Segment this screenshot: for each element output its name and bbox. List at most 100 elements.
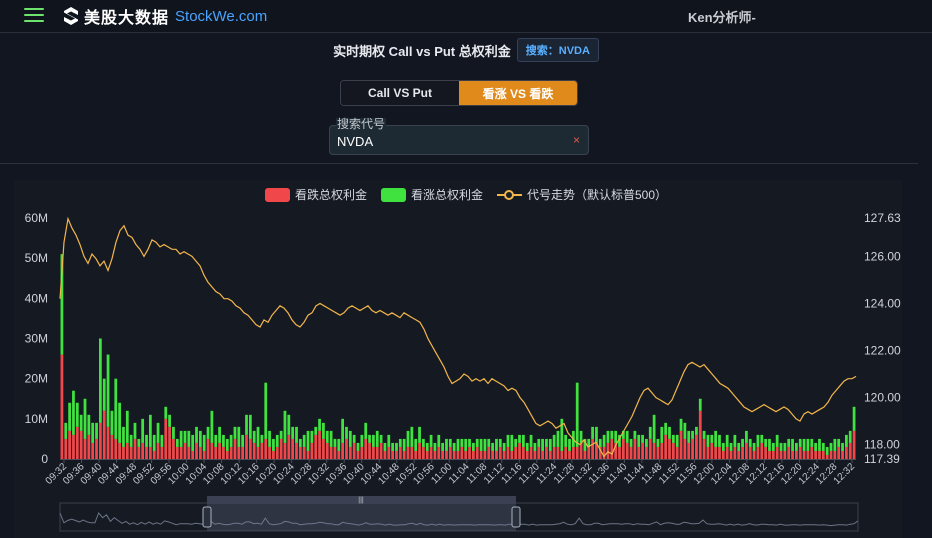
put-bar <box>810 446 814 459</box>
right-y-tick: 126.00 <box>864 249 901 263</box>
put-bar <box>598 446 602 459</box>
call-bar <box>506 434 510 447</box>
call-bar <box>72 390 75 435</box>
put-bar <box>118 442 121 459</box>
call-bar <box>518 434 521 443</box>
legend-price[interactable]: 代号走势（默认标普500） <box>497 186 667 203</box>
call-bar <box>768 438 771 451</box>
zoom-handle[interactable] <box>202 506 212 528</box>
put-bar <box>202 450 206 459</box>
put-bar <box>733 446 737 459</box>
put-bar <box>364 438 368 459</box>
call-bar <box>137 438 141 447</box>
call-bar <box>348 430 352 447</box>
logo[interactable]: 美股大数据 StockWe.com <box>62 5 267 27</box>
toggle-bullish-vs-bearish[interactable]: 看涨 VS 看跌 <box>459 81 577 105</box>
put-bar <box>114 438 118 459</box>
put-bar <box>587 446 591 459</box>
put-bar <box>841 450 844 459</box>
call-bar <box>218 426 221 443</box>
put-bar <box>248 438 252 459</box>
call-bar <box>433 442 437 451</box>
put-bar <box>441 450 445 459</box>
call-bar <box>702 430 706 439</box>
zoom-handle[interactable] <box>511 506 521 528</box>
put-bar <box>464 450 468 459</box>
left-y-tick: 30M <box>25 332 48 346</box>
call-bar <box>279 430 283 439</box>
symbol-search-input[interactable] <box>337 133 557 149</box>
clear-icon[interactable]: × <box>572 133 580 147</box>
put-bar <box>556 446 560 459</box>
menu-icon[interactable] <box>24 8 44 22</box>
call-bar <box>287 414 291 435</box>
put-bar <box>745 442 748 459</box>
put-bar <box>275 446 279 459</box>
call-bar <box>364 422 368 439</box>
legend-call[interactable]: 看涨总权利金 <box>380 186 483 203</box>
put-bar <box>695 434 698 459</box>
put-bar <box>768 450 771 459</box>
put-bar <box>356 450 360 459</box>
left-y-axis: 60M 50M 40M 30M 20M 10M 0 <box>25 211 49 466</box>
put-bar <box>518 442 521 459</box>
call-bar <box>660 426 664 443</box>
put-bar <box>568 450 571 459</box>
call-bar <box>602 434 606 447</box>
call-bar <box>675 434 679 447</box>
search-badge: 搜索：NVDA <box>516 38 599 62</box>
call-bar <box>748 438 752 447</box>
call-bar <box>483 438 487 451</box>
call-bar <box>410 426 414 447</box>
legend-put[interactable]: 看跌总权利金 <box>264 186 367 203</box>
call-bar <box>760 434 764 443</box>
call-bar <box>729 442 733 451</box>
put-bar <box>579 442 583 459</box>
call-bar <box>614 430 618 443</box>
call-bar <box>191 434 195 451</box>
call-bar <box>714 430 718 447</box>
put-bar <box>471 450 475 459</box>
call-bar <box>529 434 533 447</box>
put-bar <box>198 446 202 459</box>
put-bar <box>625 442 629 459</box>
put-bar <box>764 446 768 459</box>
put-bar <box>133 438 137 459</box>
put-bar <box>702 438 706 459</box>
call-bar <box>564 434 568 447</box>
put-bar <box>422 446 425 459</box>
toggle-call-vs-put[interactable]: Call VS Put <box>341 81 459 105</box>
put-bar <box>60 354 64 459</box>
zoom-drag-bar[interactable] <box>207 496 516 503</box>
put-bar <box>310 442 314 459</box>
put-bar <box>752 450 756 459</box>
put-bar <box>571 446 575 459</box>
call-bar <box>295 426 298 443</box>
put-bar <box>506 446 510 459</box>
zoom-window[interactable] <box>207 503 516 531</box>
zoom-track[interactable] <box>59 502 859 532</box>
call-bar <box>441 442 445 451</box>
put-bar <box>756 446 760 459</box>
call-bar <box>821 442 825 451</box>
put-bar <box>187 446 191 459</box>
legend-put-swatch <box>264 187 290 202</box>
put-bar <box>379 442 383 459</box>
call-bar <box>475 438 479 447</box>
put-bar <box>675 446 679 459</box>
put-bar <box>352 442 356 459</box>
put-bar <box>218 442 221 459</box>
put-bar <box>552 446 556 459</box>
call-bar <box>264 382 268 439</box>
zoom-slider[interactable]: ||| <box>59 496 859 532</box>
user-menu[interactable]: Ken分析师- <box>688 10 756 25</box>
put-bar <box>91 442 95 459</box>
call-bar <box>179 430 183 447</box>
put-bar <box>229 446 233 459</box>
call-bar <box>152 434 156 451</box>
call-bar <box>764 438 768 447</box>
call-bar <box>833 438 837 451</box>
call-bar <box>133 422 137 439</box>
call-bar <box>741 438 744 447</box>
